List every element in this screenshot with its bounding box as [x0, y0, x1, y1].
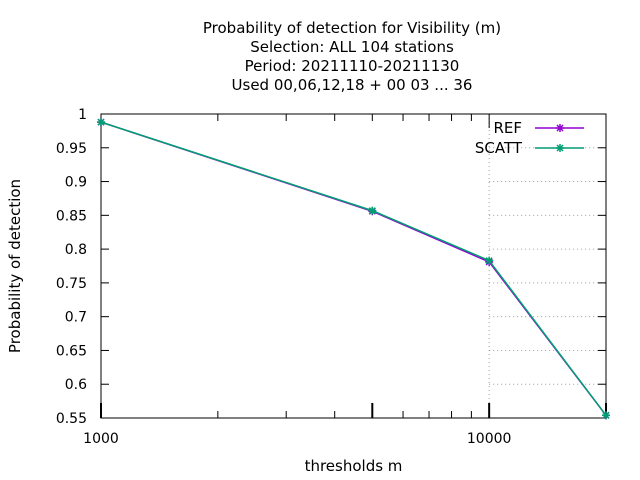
- legend-label-scatt: SCATT: [475, 139, 523, 157]
- point-scatt-0-d2: [97, 118, 105, 126]
- y-tick-label-7: 0.9: [65, 175, 87, 191]
- x-axis-label: thresholds m: [305, 457, 403, 475]
- point-scatt-2: [485, 256, 494, 265]
- point-scatt-3: [602, 411, 610, 420]
- y-tick-label-8: 0.95: [56, 141, 87, 157]
- axis-ticks: [100, 113, 607, 419]
- legend-marker-scatt-d2: [556, 144, 564, 152]
- y-tick-label-5: 0.8: [65, 242, 87, 258]
- series-line-scatt: [100, 121, 607, 416]
- y-tick-label-2: 0.65: [56, 343, 87, 359]
- chart-title: Probability of detection for Visibility …: [203, 19, 501, 94]
- title-line-4: Used 00,06,12,18 + 00 03 ... 36: [232, 76, 473, 94]
- series: [97, 118, 610, 420]
- y-tick-labels: 0.55 0.6 0.65 0.7 0.75 0.8 0.85 0.9 0.95 1: [56, 107, 87, 427]
- series-line-ref: [100, 121, 607, 416]
- y-tick-label-3: 0.7: [65, 310, 87, 326]
- legend-marker-scatt: [556, 144, 564, 152]
- y-tick-label-1: 0.6: [65, 377, 87, 393]
- y-axis-label: Probability of detection: [6, 179, 24, 353]
- x-tick-labels: 1000 10000: [83, 431, 511, 447]
- legend-label-ref: REF: [493, 119, 522, 137]
- y-tick-label-4: 0.75: [56, 276, 87, 292]
- title-line-1: Probability of detection for Visibility …: [203, 19, 501, 37]
- point-scatt-3-d2: [602, 411, 610, 419]
- x-tick-label-0: 1000: [83, 431, 119, 447]
- x-tick-label-1: 10000: [467, 431, 512, 447]
- point-scatt-1-d2: [368, 207, 376, 215]
- legend: REF SCATT: [475, 119, 584, 157]
- y-tick-label-9: 1: [78, 107, 87, 123]
- y-tick-label-0: 0.55: [56, 411, 87, 427]
- point-scatt-2-d2: [485, 257, 493, 265]
- y-tick-label-6: 0.85: [56, 208, 87, 224]
- legend-marker-ref: [556, 124, 564, 132]
- title-line-3: Period: 20211110-20211130: [245, 57, 460, 75]
- plot-frame: [100, 113, 607, 419]
- grid: [488, 114, 606, 418]
- title-line-2: Selection: ALL 104 stations: [250, 38, 454, 56]
- point-scatt-0: [97, 118, 105, 127]
- point-scatt-1: [368, 206, 377, 215]
- legend-marker-ref-d2: [556, 124, 564, 132]
